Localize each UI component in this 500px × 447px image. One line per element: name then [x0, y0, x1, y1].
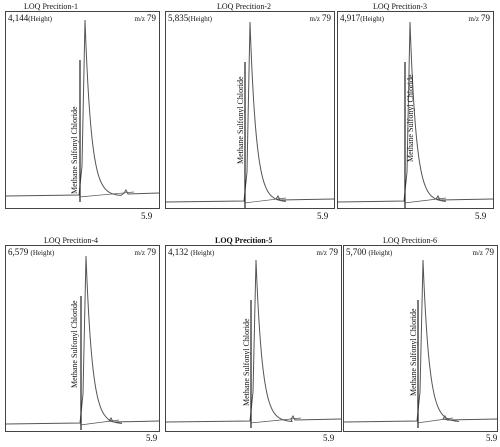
- mz-value: m/z 79: [134, 13, 157, 23]
- x-tick-label: 5.9: [146, 433, 158, 443]
- plot-area: 6,579 (Height) m/z 79 Methane Sulfonyl Ch…: [5, 245, 160, 432]
- peak-height-value: 4,132 (Height): [168, 247, 215, 257]
- chromatogram-panel-5: LOQ Precition-5 4,132 (Height) m/z 79 Met…: [165, 233, 343, 447]
- compound-label: Methane Sulfonyl Chloride: [242, 318, 251, 406]
- x-tick-label: 5.9: [475, 211, 487, 221]
- chromatogram-trace: [6, 19, 159, 197]
- peak-height-value: 5,835(Height): [168, 13, 212, 23]
- panel-title: LOQ Precition-2: [217, 2, 271, 11]
- plot-area: 4,917(Height) m/z 79 Methane Sulfonyl Chl…: [337, 11, 494, 209]
- chromatogram-panel-4: LOQ Precition-4 6,579 (Height) m/z 79 Met…: [0, 233, 165, 447]
- chromatogram-svg: [6, 19, 159, 202]
- chromatogram-svg: [166, 21, 334, 208]
- compound-label: Methane Sulfonyl Chloride: [406, 74, 415, 162]
- peak-height-value: 4,144(Height): [8, 13, 52, 23]
- x-tick-label: 5.9: [486, 433, 498, 443]
- chromatogram-panel-2: LOQ Precition-2 5,835(Height) m/z 79 Meth…: [165, 0, 335, 225]
- integration-baseline: [78, 191, 135, 198]
- compound-label: Methane Sulfonyl Chloride: [70, 300, 79, 388]
- peak-height-value: 6,579 (Height): [8, 247, 55, 257]
- panel-title: LOQ Precition-4: [44, 236, 98, 245]
- mz-value: m/z 79: [309, 13, 332, 23]
- chromatogram-trace: [166, 259, 341, 423]
- plot-area: 5,835(Height) m/z 79 Methane Sulfonyl Chl…: [165, 11, 335, 209]
- chromatogram-trace: [6, 255, 159, 425]
- panel-title: LOQ Precition-5: [215, 236, 273, 245]
- compound-label: Methane Sulfonyl Chloride: [70, 106, 79, 194]
- x-tick-label: 5.9: [323, 433, 335, 443]
- mz-value: m/z 79: [472, 247, 495, 257]
- panel-title: LOQ Precition-6: [383, 236, 437, 245]
- chromatogram-panel-3: LOQ Precition-3 4,917(Height) m/z 79 Meth…: [335, 0, 500, 225]
- peak-height-value: 4,917(Height): [340, 13, 384, 23]
- x-tick-label: 5.9: [317, 211, 329, 221]
- chromatogram-svg: [166, 259, 341, 428]
- panel-title: LOQ Precition-1: [24, 2, 78, 11]
- peak-height-value: 5,700 (Height): [346, 247, 393, 257]
- chromatogram-svg: [338, 21, 493, 208]
- plot-area: 4,144(Height) m/z 79 Methane Sulfonyl Chl…: [5, 11, 160, 209]
- plot-area: 4,132 (Height) m/z 79 Methane Sulfonyl Ch…: [165, 245, 342, 432]
- x-tick-label: 5.9: [141, 211, 153, 221]
- chromatogram-panel-6: LOQ Precition-6 5,700 (Height) m/z 79 Met…: [343, 233, 500, 447]
- chromatogram-svg: [344, 259, 497, 428]
- compound-label: Methane Sulfonyl Chloride: [236, 76, 245, 164]
- panel-title: LOQ Precition-3: [373, 2, 427, 11]
- mz-value: m/z 79: [134, 247, 157, 257]
- mz-value: m/z 79: [468, 13, 491, 23]
- integration-baseline: [249, 417, 302, 424]
- integration-baseline: [416, 417, 454, 424]
- chromatogram-trace: [166, 21, 334, 203]
- chromatogram-trace: [338, 21, 493, 203]
- chromatogram-svg: [6, 255, 159, 430]
- integration-baseline: [79, 419, 120, 426]
- integration-baseline: [403, 197, 447, 204]
- integration-baseline: [243, 197, 287, 204]
- chromatogram-trace: [344, 259, 497, 423]
- mz-value: m/z 79: [316, 247, 339, 257]
- chromatogram-panel-1: LOQ Precition-1 4,144(Height) m/z 79 Meth…: [0, 0, 165, 225]
- compound-label: Methane Sulfonyl Chloride: [409, 308, 418, 396]
- plot-area: 5,700 (Height) m/z 79 Methane Sulfonyl Ch…: [343, 245, 498, 432]
